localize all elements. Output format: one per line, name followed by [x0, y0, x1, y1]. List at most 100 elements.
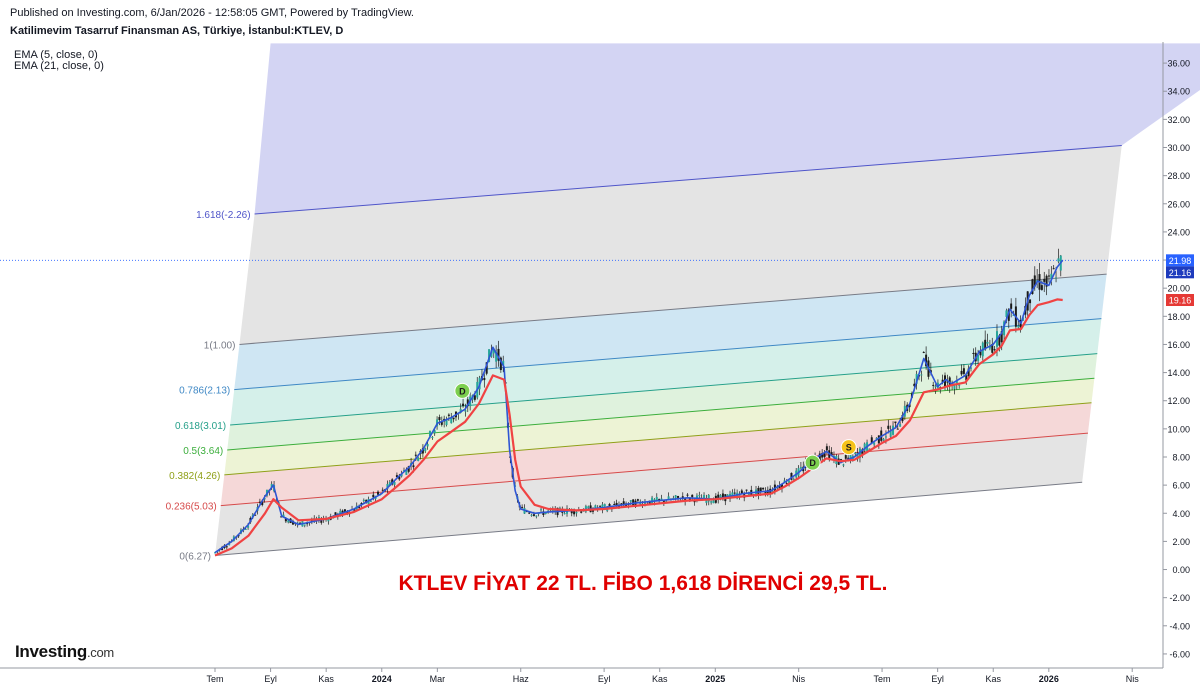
candle-body: [925, 354, 928, 367]
candle-body: [284, 518, 287, 522]
candle-body: [710, 501, 713, 503]
candle-body: [877, 435, 880, 444]
candle-body: [580, 511, 583, 513]
candle-body: [320, 520, 323, 523]
candle-body: [785, 483, 788, 485]
candle-body: [958, 384, 961, 386]
candle-body: [840, 459, 843, 461]
y-tick-label: 16.00: [1167, 340, 1190, 350]
candle-body: [648, 500, 651, 505]
candle-body: [686, 494, 689, 496]
candle-body: [587, 506, 590, 509]
y-tick-label: 28.00: [1167, 171, 1190, 181]
candle-body: [993, 349, 996, 351]
candle-body: [792, 478, 795, 480]
candle-body: [343, 509, 346, 512]
candle-body: [1031, 279, 1034, 294]
fib-band-top: [254, 43, 1200, 215]
candle-body: [875, 437, 878, 439]
indicator-ema21-legend[interactable]: EMA (21, close, 0): [14, 60, 104, 72]
candle-body: [1045, 275, 1048, 287]
fib-band-0-786: [234, 274, 1107, 390]
candle-body: [258, 501, 261, 503]
y-tick-label: 12.00: [1167, 396, 1190, 406]
candle-body: [291, 520, 294, 525]
signal-marker-label: D: [459, 386, 466, 396]
candle-body: [721, 493, 724, 499]
candle-body: [920, 374, 923, 376]
candle-body: [270, 483, 273, 488]
candle-body: [414, 454, 417, 456]
candle-body: [214, 552, 216, 554]
candle-body: [551, 509, 554, 512]
candle-body: [492, 349, 495, 354]
candle-body: [369, 500, 372, 502]
candle-body: [698, 495, 701, 497]
candle-body: [629, 500, 632, 502]
candle-body: [892, 425, 895, 435]
candle-body: [554, 508, 557, 513]
x-tick-label: Eyl: [931, 674, 944, 684]
candle-body: [497, 348, 500, 361]
candle-body: [1055, 277, 1058, 279]
price-label-box: [1166, 293, 1194, 306]
candle-body: [873, 442, 876, 445]
fib-level-line: [239, 273, 1107, 345]
signal-marker-d: [804, 454, 821, 471]
price-label-box: [1166, 266, 1194, 279]
symbol-title: Katilimevim Tasarruf Finansman AS, Türki…: [10, 25, 344, 37]
candle-body: [854, 452, 857, 454]
candle-body: [433, 430, 436, 434]
candle-body: [932, 384, 935, 386]
candle-body: [677, 495, 680, 498]
candle-body: [882, 438, 885, 441]
signal-marker-s: [840, 439, 857, 456]
candle-body: [462, 403, 465, 407]
fib-level-label: 0.786(2.13): [179, 386, 230, 397]
fib-level-label: 0.236(5.03): [166, 502, 217, 513]
candle-body: [870, 437, 873, 443]
candle-body: [828, 450, 831, 460]
chart-annotation-title: KTLEV FİYAT 22 TL. FİBO 1,618 DİRENCİ 29…: [399, 572, 888, 595]
candle-body: [237, 535, 240, 537]
candle-body: [830, 452, 833, 456]
candle-body: [466, 399, 469, 407]
candle-body: [599, 505, 602, 507]
y-tick-label: 10.00: [1167, 424, 1190, 434]
candle-body: [691, 494, 694, 498]
candle-body: [573, 509, 576, 515]
fib-level-label: 0.618(3.01): [175, 421, 226, 432]
x-tick-label: 2025: [705, 674, 725, 684]
candle-body: [781, 484, 783, 489]
candle-body: [575, 511, 578, 514]
candle-body: [667, 496, 670, 500]
candle-body: [953, 384, 956, 389]
candle-body: [299, 522, 302, 524]
candle-body: [960, 370, 963, 375]
candle-body: [977, 354, 980, 361]
candle-body: [620, 503, 623, 505]
candle-body: [681, 496, 684, 499]
candle-body: [228, 543, 231, 546]
candle-body: [532, 514, 535, 516]
candle-body: [485, 362, 488, 374]
candle-body: [327, 519, 330, 522]
fib-band-0-5: [227, 353, 1098, 450]
candle-body: [821, 453, 824, 458]
candle-body: [719, 495, 722, 498]
indicator-ema5-legend[interactable]: EMA (5, close, 0): [14, 49, 98, 61]
candle-body: [372, 494, 375, 498]
fib-level-label: 1.618(-2.26): [196, 210, 250, 221]
candle-body: [851, 455, 854, 462]
candle-body: [688, 498, 691, 501]
signal-marker-label: S: [846, 443, 852, 453]
candle-body: [731, 492, 734, 498]
candle-body: [861, 449, 864, 455]
fib-level-line: [254, 144, 1122, 215]
candle-body: [844, 455, 847, 459]
y-tick-label: -4.00: [1169, 621, 1190, 631]
fib-band-0: [215, 433, 1088, 556]
candle-body: [658, 498, 661, 500]
fib-band-0-236: [220, 402, 1092, 506]
